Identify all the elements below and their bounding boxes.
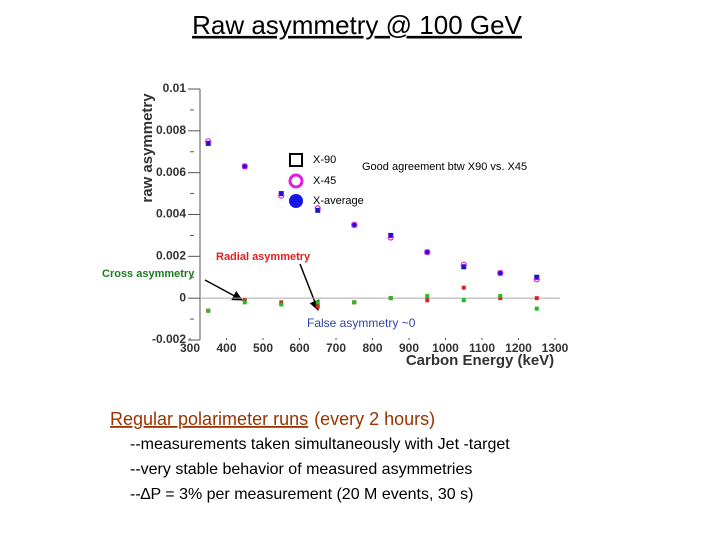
bullet: --measurements taken simultaneously with… (130, 436, 510, 453)
annotation: False asymmetry ~0 (307, 316, 416, 330)
point (279, 302, 284, 307)
x-tick-label: 1200 (505, 341, 532, 355)
annotation: Good agreement btw X90 vs. X45 (362, 161, 527, 173)
point (279, 191, 284, 196)
point (351, 221, 358, 229)
bullet: --very stable behavior of measured asymm… (130, 461, 472, 478)
point (461, 285, 466, 290)
slide-title: Raw asymmetry @ 100 GeV (192, 10, 522, 40)
point (315, 208, 320, 213)
point (497, 269, 504, 277)
y-tick-label: 0.004 (156, 207, 186, 221)
series-label: Radial asymmetry (216, 251, 311, 263)
point (425, 250, 430, 255)
y-tick-label: 0 (179, 290, 186, 304)
point (461, 298, 466, 303)
point (534, 296, 539, 301)
x-tick-label: 1100 (469, 341, 495, 355)
point (242, 298, 247, 303)
point (279, 300, 284, 305)
point (461, 264, 466, 269)
point (352, 222, 357, 227)
y-tick-label: 0.006 (156, 165, 186, 179)
legend-label: X-average (313, 195, 364, 207)
point (425, 298, 430, 303)
x-tick-label: 1300 (542, 341, 569, 355)
x-tick-label: 800 (362, 341, 382, 355)
legend-label: X-45 (313, 175, 336, 187)
y-axis-title: raw asymmetry (139, 93, 156, 203)
y-tick-label: -0.002 (152, 332, 186, 346)
point (498, 296, 503, 301)
y-tick-label: 0.01 (163, 81, 187, 95)
heading-note: (every 2 hours) (314, 409, 435, 429)
legend-label: X-90 (313, 154, 336, 166)
arrow (299, 263, 320, 311)
point (498, 294, 503, 299)
point (241, 163, 248, 170)
heading: Regular polarimeter runs (110, 409, 308, 429)
bullet: --∆P = 3% per measurement (20 M events, … (130, 486, 473, 503)
point (425, 294, 430, 299)
point (206, 308, 211, 313)
point (315, 300, 320, 305)
x-tick-label: 500 (253, 341, 273, 355)
point (424, 249, 431, 256)
x-tick-label: 1000 (432, 341, 459, 355)
point (534, 306, 539, 311)
x-tick-label: 900 (399, 341, 419, 355)
x-tick-label: 700 (326, 341, 346, 355)
y-tick-label: 0.002 (156, 249, 186, 263)
point (498, 271, 503, 276)
point (352, 300, 357, 305)
legend-marker (289, 153, 303, 167)
x-tick-label: 300 (180, 341, 200, 355)
legend-marker (288, 173, 304, 189)
legend-marker (289, 194, 303, 208)
point (315, 304, 320, 309)
point (206, 141, 211, 146)
x-tick-label: 600 (289, 341, 309, 355)
slide-text: Regular polarimeter runs (every 2 hours) (110, 409, 435, 429)
series-label: Cross asymmetry (102, 268, 195, 280)
point (388, 233, 393, 238)
x-tick-label: 400 (216, 341, 236, 355)
point (242, 300, 247, 305)
point (242, 164, 247, 169)
point (388, 296, 393, 301)
x-axis-title: Carbon Energy (keV) (406, 352, 554, 369)
point (534, 275, 539, 280)
y-tick-label: 0.008 (156, 123, 186, 137)
arrow (204, 279, 243, 301)
